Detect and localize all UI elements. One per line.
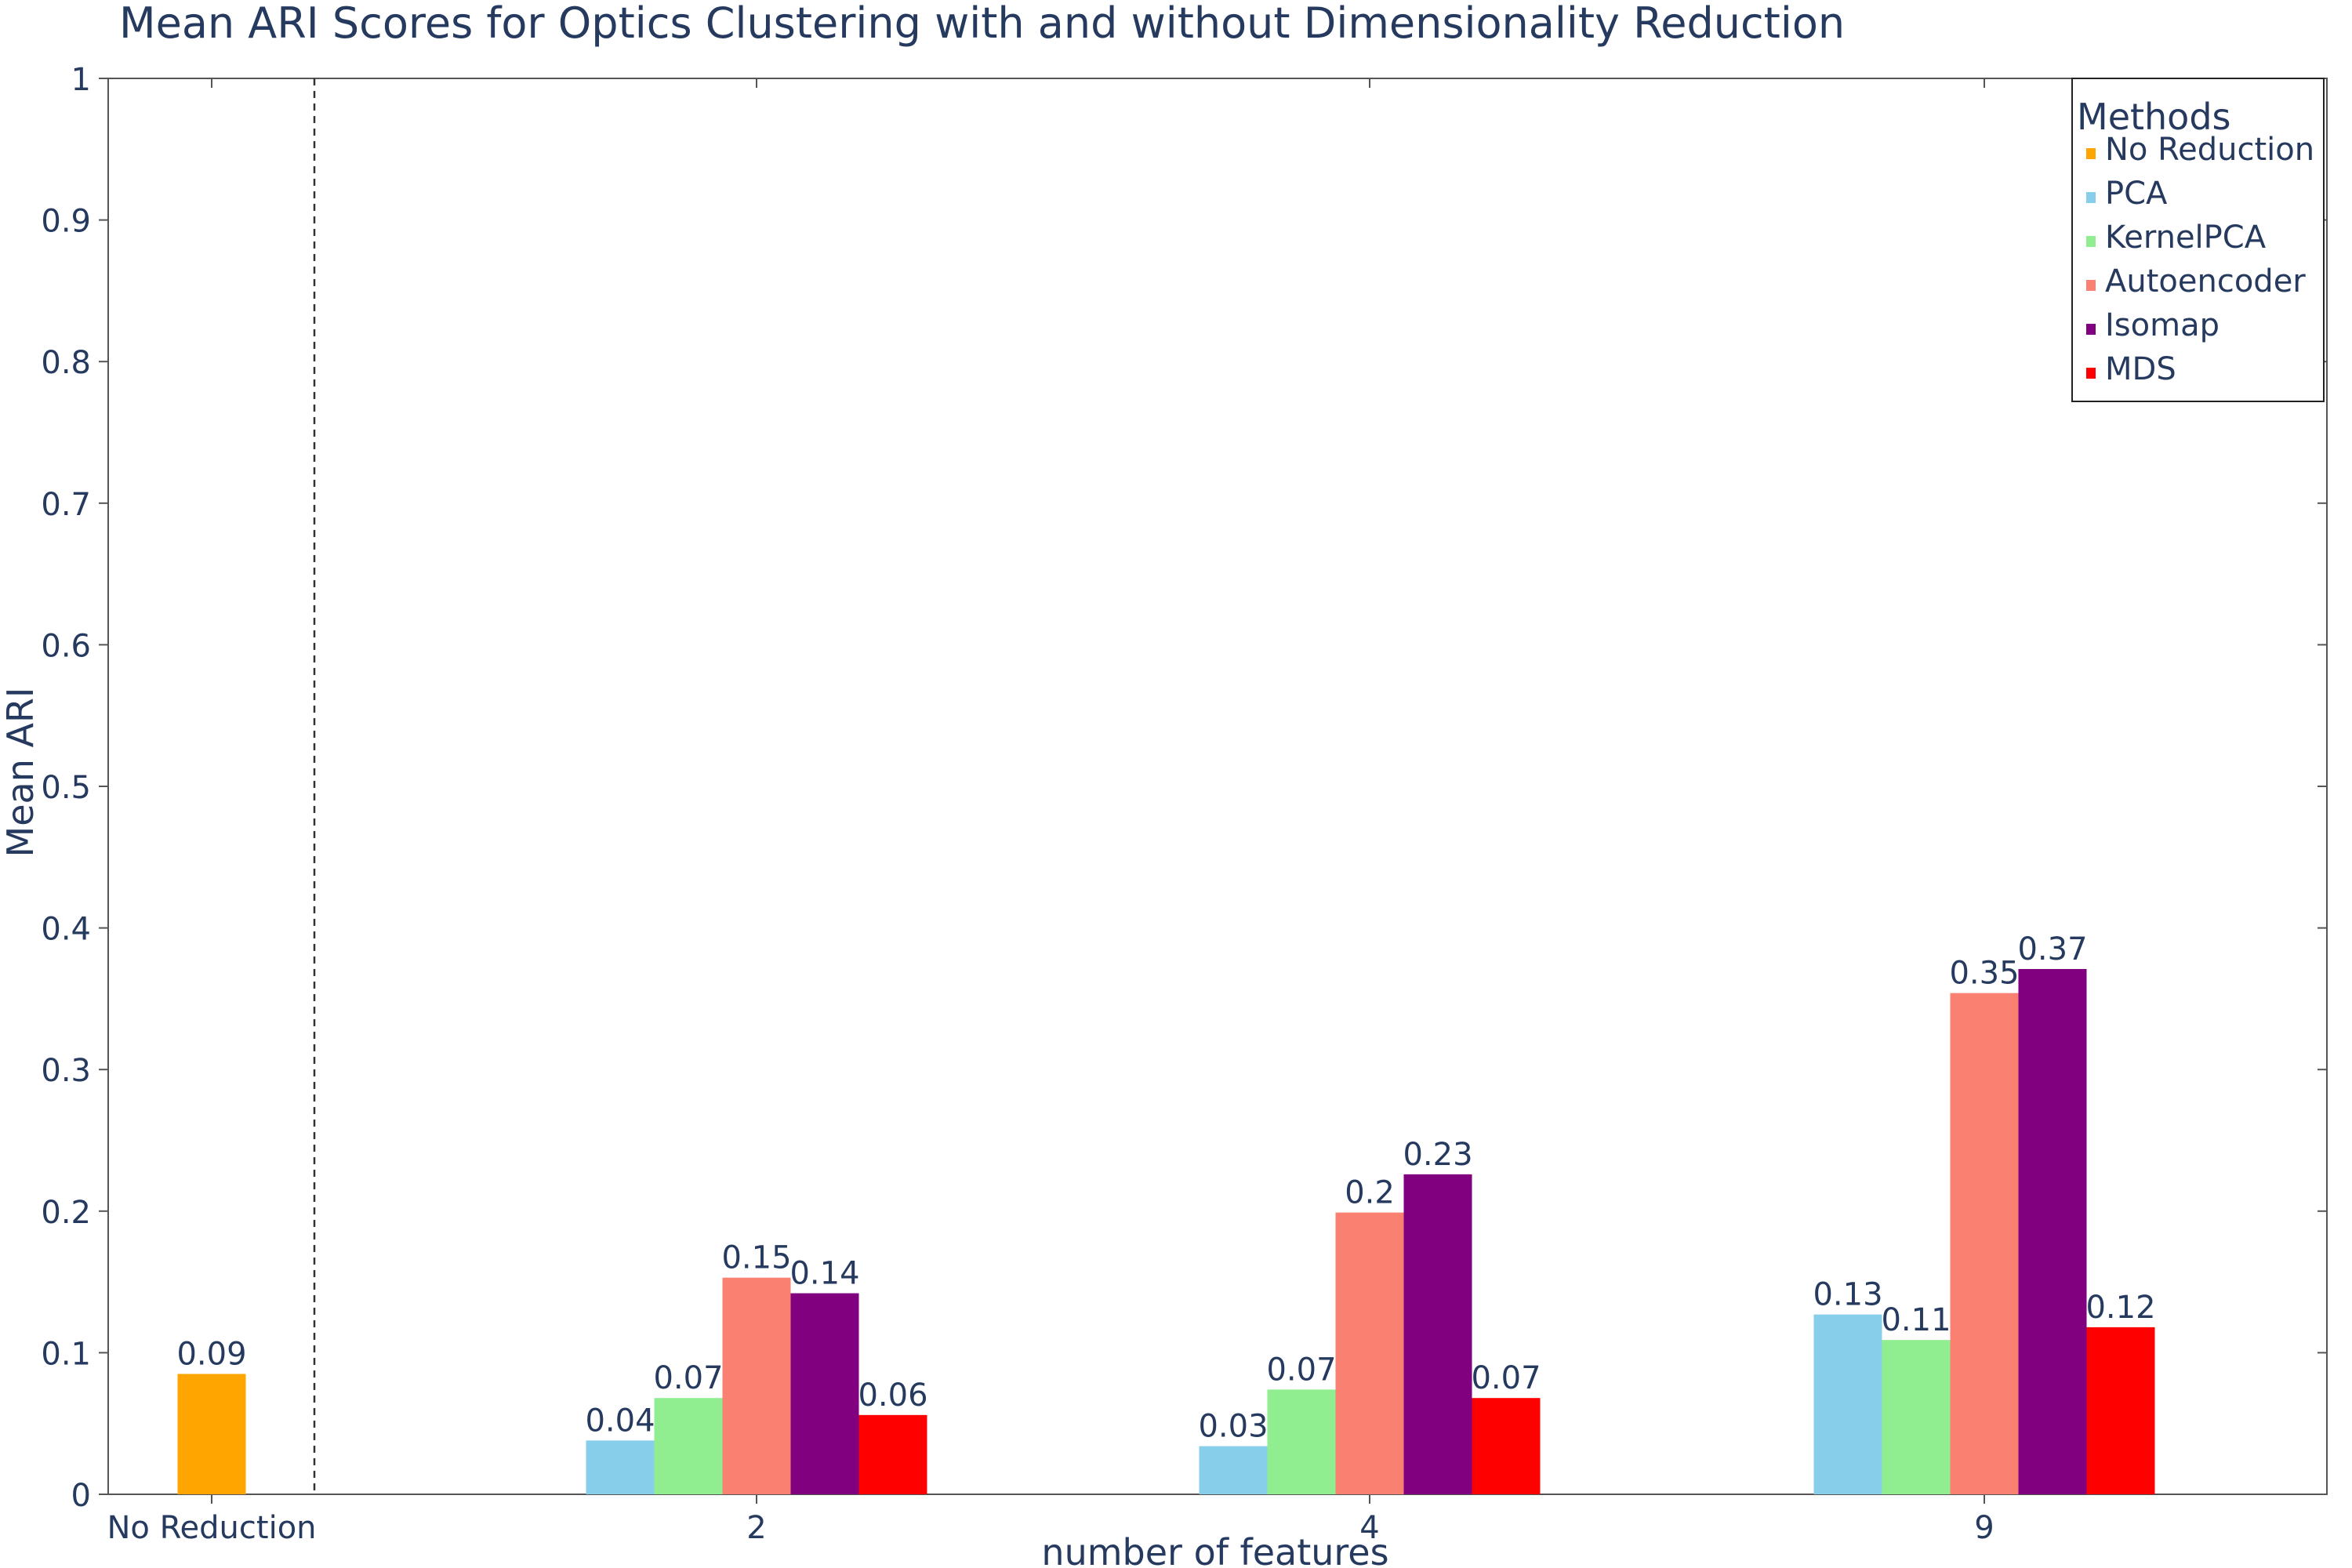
data-label: 0.15: [721, 1240, 791, 1276]
bar-kernelpca-2: [654, 1398, 723, 1494]
legend-swatch: [2086, 368, 2096, 379]
chart-title: Mean ARI Scores for Optics Clustering wi…: [119, 0, 1845, 48]
y-tick-label: 0.6: [41, 628, 91, 664]
data-label: 0.14: [789, 1256, 859, 1292]
legend-label: Isomap: [2105, 307, 2220, 343]
bar-pca-4: [1199, 1446, 1268, 1494]
bar-mds-9: [2086, 1327, 2155, 1494]
x-tick-label: No Reduction: [107, 1510, 316, 1546]
data-label: 0.13: [1813, 1277, 1882, 1313]
data-label: 0.06: [858, 1377, 927, 1414]
legend-swatch: [2086, 192, 2096, 203]
x-axis-label: number of features: [1041, 1531, 1388, 1568]
data-label: 0.23: [1403, 1137, 1472, 1173]
y-tick-label: 1: [71, 62, 91, 98]
bar-autoencoder-9: [1950, 993, 2019, 1494]
legend-title: Methods: [2077, 96, 2231, 138]
bar-mds-4: [1472, 1398, 1541, 1494]
x-tick-label: 2: [746, 1510, 766, 1546]
data-label: 0.07: [1266, 1352, 1336, 1388]
legend-swatch: [2086, 236, 2096, 247]
legend-swatch: [2086, 148, 2096, 159]
y-tick-label: 0.2: [41, 1195, 91, 1231]
plot-area: 0 0.1 0.2 0.3 0.4 0.5 0.6 0.7 0.8 0.9 1 No Reductio…: [41, 62, 2328, 1546]
data-label: 0.03: [1198, 1409, 1268, 1445]
legend-label: KernelPCA: [2105, 220, 2267, 256]
legend-label: MDS: [2105, 351, 2176, 387]
data-label: 0.2: [1345, 1175, 1395, 1211]
data-label: 0.12: [2085, 1290, 2155, 1326]
bar-pca-2: [586, 1440, 655, 1494]
y-tick-label: 0.3: [41, 1053, 91, 1089]
y-tick-label: 0.5: [41, 770, 91, 806]
bar-isomap-2: [790, 1293, 859, 1494]
data-label: 0.09: [176, 1336, 246, 1372]
y-axis-label: Mean ARI: [0, 688, 42, 858]
bar-mds-2: [858, 1414, 927, 1494]
y-tick-label: 0.1: [41, 1336, 91, 1372]
y-tick-label: 0.9: [41, 204, 91, 240]
data-label: 0.07: [1471, 1360, 1541, 1396]
bar-no-reduction-no-reduction: [177, 1374, 246, 1494]
x-tick-label: 9: [1974, 1510, 1994, 1546]
bar-kernelpca-4: [1267, 1389, 1336, 1494]
data-label: 0.37: [2017, 931, 2087, 967]
legend-box: [2071, 78, 2325, 402]
legend-swatch: [2086, 324, 2096, 335]
legend-label: No Reduction: [2105, 132, 2314, 168]
bar-kernelpca-9: [1882, 1340, 1951, 1494]
y-tick-label: 0: [71, 1478, 91, 1514]
data-label: 0.11: [1881, 1302, 1951, 1338]
legend-label: PCA: [2105, 176, 2168, 212]
y-tick-label: 0.7: [41, 487, 91, 523]
bar-autoencoder-2: [722, 1277, 791, 1494]
bar-isomap-9: [2018, 968, 2087, 1494]
bar-isomap-4: [1403, 1174, 1472, 1494]
data-label: 0.35: [1949, 956, 2019, 992]
legend-swatch: [2086, 280, 2096, 291]
bar-autoencoder-4: [1335, 1212, 1404, 1494]
data-label: 0.04: [585, 1403, 655, 1439]
x-tick-label: 4: [1359, 1510, 1379, 1546]
y-tick-label: 0.8: [41, 345, 91, 381]
data-label: 0.07: [653, 1360, 723, 1396]
legend-label: Autoencoder: [2105, 263, 2306, 299]
bar-pca-9: [1813, 1314, 1882, 1494]
y-tick-label: 0.4: [41, 912, 91, 948]
